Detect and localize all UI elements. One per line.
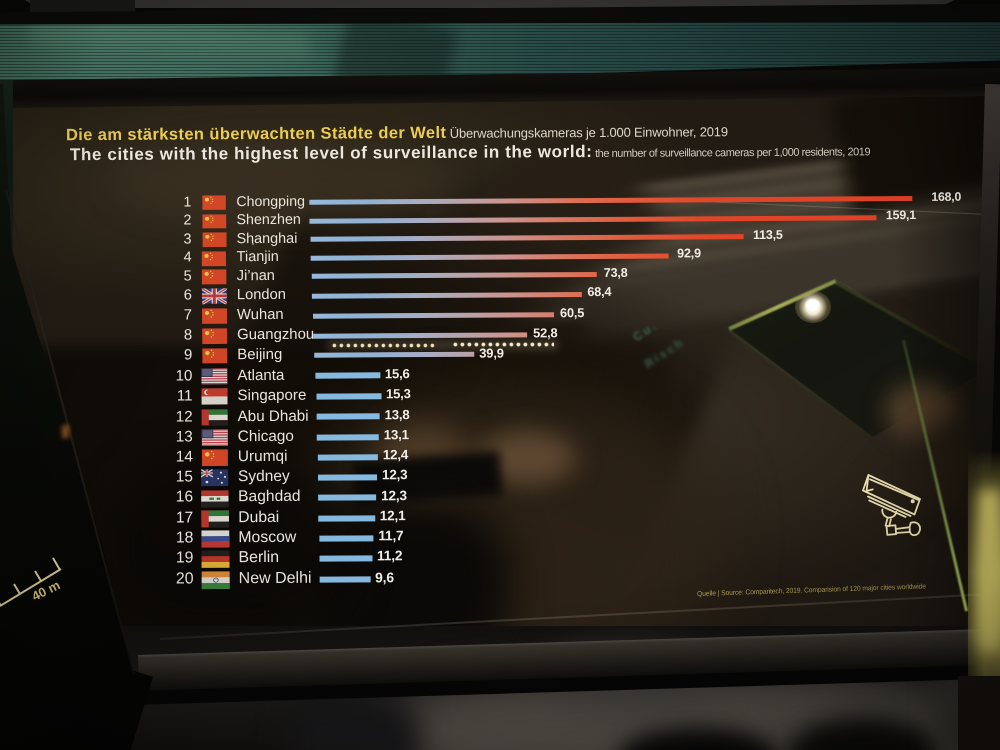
- svg-text:40 m: 40 m: [29, 577, 62, 603]
